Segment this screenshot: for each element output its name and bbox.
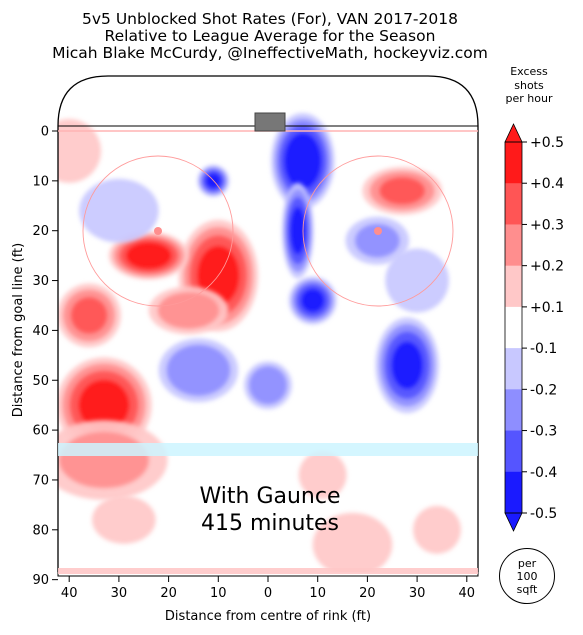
- colorbar-tick-label: +0.4: [530, 176, 564, 192]
- heatmap-blob: [345, 216, 410, 265]
- colorbar-tick-label: -0.2: [530, 382, 557, 398]
- x-tick-label: 10: [309, 586, 326, 601]
- colorbar-tick-label: +0.2: [530, 259, 564, 275]
- colorbar-segment: [505, 265, 522, 308]
- x-tick-label: 20: [359, 586, 376, 601]
- y-tick-label: 40: [32, 324, 49, 339]
- faceoff-circle-right: [302, 155, 454, 307]
- y-tick-label: 60: [32, 424, 49, 439]
- x-tick-label: 30: [409, 586, 426, 601]
- heatmap-blob: [413, 505, 461, 554]
- colorbar-tick-label: -0.5: [530, 506, 557, 522]
- faceoff-circle-left: [82, 155, 234, 307]
- annotation-line-2: 415 minutes: [200, 511, 340, 536]
- heatmap-blob: [244, 361, 292, 410]
- colorbar-segment: [505, 430, 522, 473]
- colorbar-segment: [505, 224, 522, 267]
- y-axis-label: Distance from goal line (ft): [11, 243, 26, 417]
- x-tick-label: 40: [61, 586, 78, 601]
- per-unit-line-2: 100: [516, 570, 538, 583]
- colorbar-tick-label: -0.4: [530, 465, 557, 481]
- heatmap-blob: [158, 338, 239, 403]
- colorbar-segment: [505, 183, 522, 225]
- colorbar-segment: [505, 142, 522, 184]
- y-axis: 0 10 20 30 40 50 60 70 80 90: [32, 125, 58, 588]
- goal-net: [254, 112, 286, 132]
- heatmap-blob: [312, 512, 393, 572]
- heatmap-blob: [58, 283, 121, 348]
- heatmap-blob: [58, 119, 101, 183]
- x-axis-label: Distance from centre of rink (ft): [165, 609, 371, 624]
- y-tick-label: 10: [32, 174, 49, 189]
- heatmap-blob: [108, 231, 189, 280]
- y-tick-label: 50: [32, 374, 49, 389]
- per-unit-line-3: sqft: [516, 583, 538, 596]
- heatmap-blob: [362, 166, 442, 215]
- x-tick-label: 0: [264, 586, 272, 601]
- y-tick-label: 90: [32, 573, 49, 588]
- colorbar-tick-label: -0.1: [530, 341, 557, 357]
- colorbar-segment: [505, 306, 522, 349]
- heatmap-blob: [385, 248, 449, 313]
- colorbar-tick-label: +0.1: [530, 300, 564, 316]
- colorbar-segment: [505, 471, 522, 514]
- heatmap-blob: [375, 317, 439, 414]
- per-unit-badge: per 100 sqft: [499, 548, 555, 604]
- colorbar-tick-label: +0.5: [530, 135, 564, 151]
- colorbar-segment: [505, 389, 522, 432]
- x-tick-label: 30: [111, 586, 128, 601]
- y-tick-label: 80: [32, 523, 49, 538]
- rink-boards: [57, 75, 479, 572]
- colorbar-title-line-3: per hour: [505, 92, 553, 105]
- annotation-line-1: With Gaunce: [199, 484, 341, 509]
- y-tick-label: 0: [41, 125, 49, 140]
- red-line: [58, 568, 478, 574]
- heatmap-blob: [298, 451, 347, 499]
- colorbar-tick-label: +0.3: [530, 217, 564, 233]
- heatmap-blob: [288, 276, 337, 325]
- heatmap-blob: [148, 286, 229, 335]
- colorbar-frame: [504, 141, 523, 514]
- colorbar-title: Excess shots per hour: [494, 65, 564, 106]
- chart-title-line-3: Micah Blake McCurdy, @IneffectiveMath, h…: [52, 44, 488, 62]
- x-tick-label: 20: [160, 586, 177, 601]
- colorbar-segment: [505, 348, 522, 390]
- x-axis: 40 30 20 10 0 10 20 30 40: [61, 576, 475, 601]
- chart-title-line-2: Relative to League Average for the Seaso…: [104, 27, 436, 45]
- heatmap-blob: [79, 178, 159, 243]
- heatmap-blob: [281, 182, 314, 279]
- colorbar: +0.5 +0.4 +0.3 +0.2 +0.1 -0.1 -0.2 -0.3 -0.4 -0.5: [504, 123, 564, 532]
- colorbar-title-line-2: shots: [514, 78, 544, 92]
- colorbar-title-line-1: Excess: [510, 65, 548, 78]
- faceoff-dot-right: [374, 227, 382, 235]
- x-tick-label: 10: [210, 586, 227, 601]
- y-tick-label: 30: [32, 274, 49, 289]
- x-tick-label: 40: [459, 586, 476, 601]
- y-tick-label: 70: [32, 473, 49, 488]
- chart-title-line-1: 5v5 Unblocked Shot Rates (For), VAN 2017…: [82, 10, 458, 28]
- colorbar-tick-label: -0.3: [530, 424, 557, 440]
- per-unit-line-1: per: [517, 557, 537, 570]
- blue-line: [58, 443, 478, 456]
- colorbar-top-arrow: [504, 123, 523, 143]
- y-tick-label: 20: [32, 224, 49, 239]
- colorbar-bottom-arrow: [504, 512, 523, 532]
- faceoff-dot-left: [154, 227, 162, 235]
- heatmap-blob: [92, 495, 156, 544]
